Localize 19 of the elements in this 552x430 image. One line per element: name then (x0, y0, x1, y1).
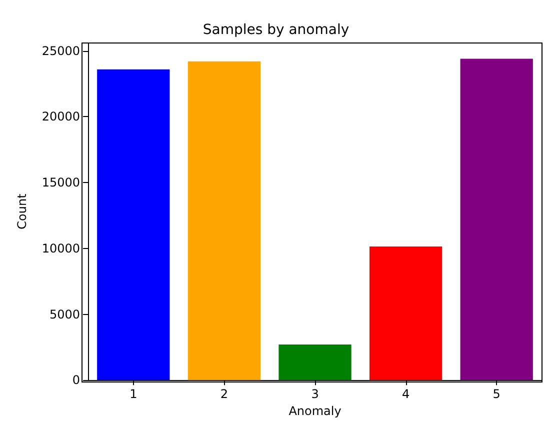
bar (460, 58, 533, 380)
x-tick-label: 2 (220, 387, 228, 402)
x-tick-label: 4 (402, 387, 410, 402)
y-tick-label: 25000 (42, 44, 80, 58)
bar (97, 69, 170, 380)
y-tick-label: 20000 (42, 110, 80, 124)
bar (369, 246, 442, 380)
bar (278, 344, 352, 380)
x-tick-label: 1 (130, 387, 138, 402)
y-tick-label: 10000 (42, 241, 80, 256)
chart-title: Samples by anomaly (202, 22, 350, 38)
y-axis-title: Count (15, 193, 29, 230)
y-tick-label: 0 (72, 373, 80, 388)
x-axis-title: Anomaly (288, 404, 342, 418)
y-tick-label: 15000 (42, 176, 80, 190)
x-tick-label: 3 (311, 387, 319, 402)
x-tick-label: 5 (492, 387, 500, 402)
y-tick-label: 5000 (49, 307, 80, 322)
bar (188, 61, 261, 380)
